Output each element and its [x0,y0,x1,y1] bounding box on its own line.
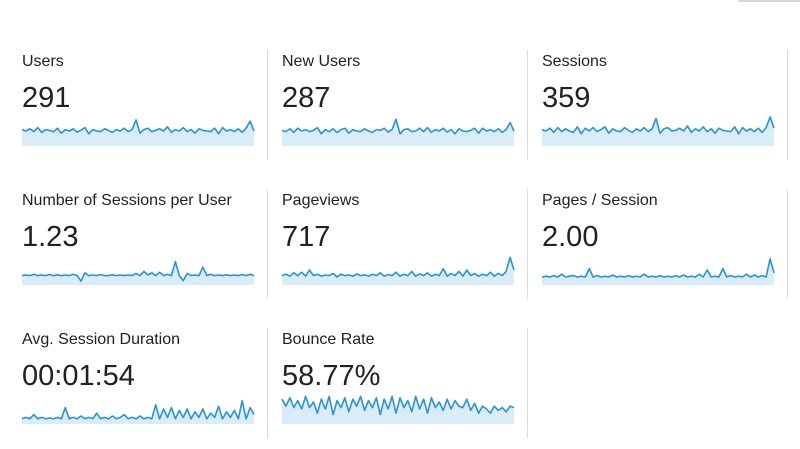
sparkline [541,257,775,285]
metric-value: 58.77% [282,360,381,392]
sparkline-area [542,117,774,146]
column-divider [787,50,788,160]
column-divider [267,328,268,438]
metric-value: 717 [282,221,331,253]
metric-card-sessions[interactable]: Sessions 359 [528,40,778,165]
metric-card-bounce-rate[interactable]: Bounce Rate 58.77% [268,318,518,443]
sparkline-area [282,257,514,285]
metric-card-sessions-per-user[interactable]: Number of Sessions per User 1.23 [8,179,258,304]
sparkline [21,118,255,146]
column-divider [527,189,528,299]
metric-label: Pageviews [282,192,360,209]
metric-value: 2.00 [542,221,599,253]
sparkline-area [22,261,254,285]
sparkline [21,399,255,424]
sparkline-line [281,256,515,278]
sparkline-area [282,119,514,146]
sparkline-line [21,118,255,135]
metric-label: Pages / Session [542,192,658,209]
column-divider [267,189,268,299]
sparkline-area [22,400,254,424]
top-edge-line [738,0,800,2]
metric-card-avg-session-duration[interactable]: Avg. Session Duration 00:01:54 [8,318,258,443]
metric-value: 291 [22,82,71,114]
sparkline [281,395,515,424]
metric-card-users[interactable]: Users 291 [8,40,258,165]
column-divider [787,189,788,299]
sparkline-line [281,395,515,416]
metric-card-pages-per-session[interactable]: Pages / Session 2.00 [528,179,778,304]
sparkline-line [541,257,775,278]
sparkline-area [22,119,254,146]
metric-value: 00:01:54 [22,360,135,392]
sparkline [281,118,515,146]
metric-card-pageviews[interactable]: Pageviews 717 [268,179,518,304]
sparkline-line [21,260,255,283]
metric-label: Avg. Session Duration [22,331,181,348]
metric-value: 1.23 [22,221,79,253]
sparkline-line [281,118,515,135]
metric-label: Sessions [542,53,607,70]
sparkline-line [21,399,255,420]
sparkline-line [541,116,775,135]
sparkline [281,256,515,285]
sparkline [21,260,255,285]
metric-label: Users [22,53,64,70]
metric-card-new-users[interactable]: New Users 287 [268,40,518,165]
column-divider [527,328,528,438]
metric-value: 287 [282,82,331,114]
sparkline-area [542,258,774,285]
metric-label: Number of Sessions per User [22,192,232,209]
sparkline [541,116,775,146]
metric-value: 359 [542,82,591,114]
metric-label: Bounce Rate [282,331,375,348]
metric-label: New Users [282,53,361,70]
column-divider [527,50,528,160]
column-divider [267,50,268,160]
